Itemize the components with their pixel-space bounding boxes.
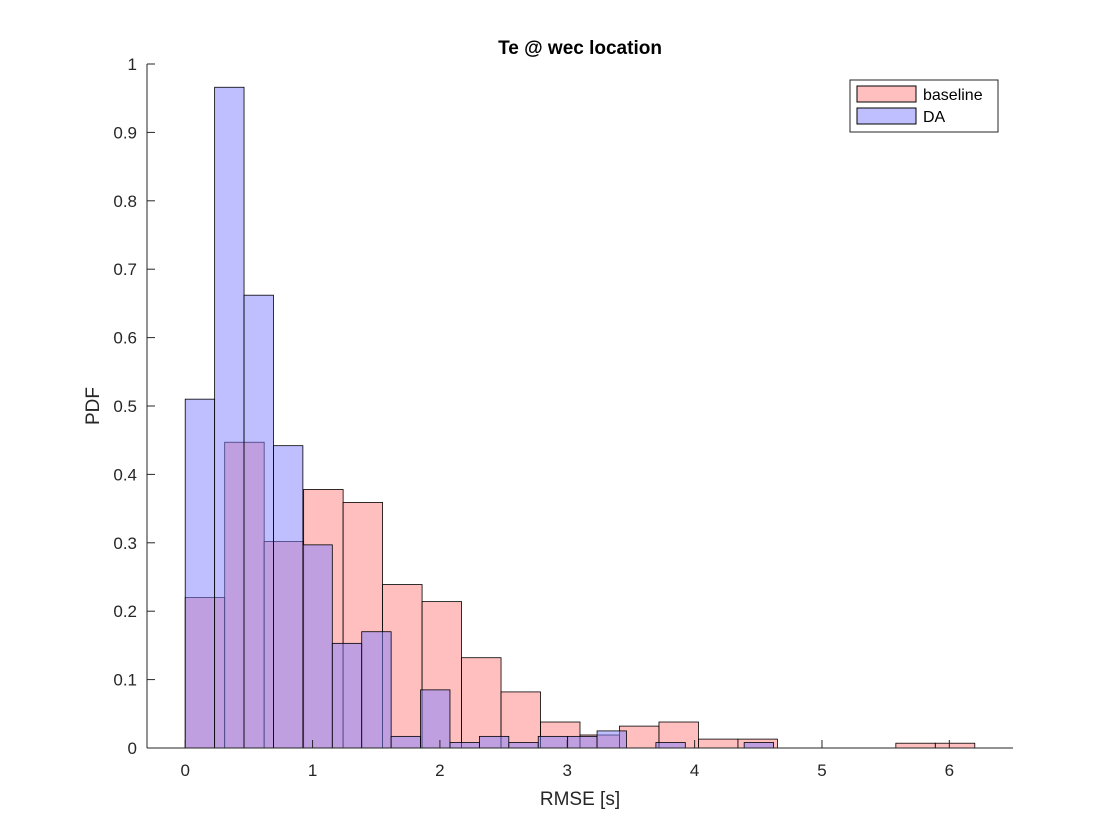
y-tick-label-7: 0.7 [113, 260, 137, 279]
bar-da-16 [655, 742, 686, 749]
bar-da-6 [361, 631, 392, 749]
legend: baseline DA [849, 79, 999, 133]
x-tick-label-4: 4 [690, 761, 699, 780]
x-tick-label-5: 5 [817, 761, 826, 780]
bar-da-14 [596, 730, 627, 749]
y-tick-label-9: 0.9 [113, 123, 137, 142]
y-tick-label-1: 0.1 [113, 671, 137, 690]
bar-da-3 [273, 445, 304, 749]
bar-da-12 [537, 735, 569, 749]
x-tick-label-1: 1 [308, 761, 317, 780]
bar-da-1 [214, 86, 245, 749]
bar-da-9 [449, 742, 480, 749]
bar-da-4 [302, 544, 333, 749]
y-tick-label-0: 0 [128, 739, 137, 758]
bar-baseline-7 [461, 657, 502, 749]
bar-da-10 [478, 735, 510, 749]
y-tick-label-8: 0.8 [113, 192, 137, 211]
bar-da-13 [567, 735, 598, 749]
bar-da-5 [331, 642, 363, 749]
bar-da-2 [243, 294, 274, 749]
bar-baseline-13 [698, 738, 739, 749]
chart-title: Te @ wec location [498, 38, 662, 59]
y-tick-label-10: 1 [128, 55, 137, 74]
legend-label-baseline: baseline [923, 87, 983, 104]
x-axis-label: RMSE [s] [540, 789, 620, 810]
y-tick-label-6: 0.6 [113, 329, 137, 348]
bar-baseline-16 [934, 742, 976, 749]
bar-da-7 [390, 735, 421, 749]
y-tick-label-2: 0.2 [113, 602, 137, 621]
bars-layer [184, 86, 976, 749]
x-tick-label-3: 3 [563, 761, 572, 780]
bar-baseline-15 [895, 742, 936, 749]
bar-da-8 [420, 689, 451, 749]
y-tick-label-5: 0.5 [113, 397, 137, 416]
y-tick-label-3: 0.3 [113, 534, 137, 553]
x-tick-label-0: 0 [180, 761, 189, 780]
x-tick-label-6: 6 [945, 761, 954, 780]
axes-layer: 0 1 2 3 4 5 6 0 0.1 0.2 0.3 0.4 0.5 0.6 0.7 0.8 0.9 1 [113, 55, 1013, 780]
bar-da-11 [508, 742, 539, 749]
bar-da-19 [743, 742, 774, 749]
bar-da-0 [184, 398, 216, 749]
x-tick-label-2: 2 [435, 761, 444, 780]
legend-label-da: DA [923, 109, 946, 126]
legend-swatch-baseline [856, 85, 917, 103]
legend-swatch-da [856, 107, 917, 125]
y-tick-label-4: 0.4 [113, 465, 137, 484]
y-axis-label: PDF [83, 387, 104, 425]
